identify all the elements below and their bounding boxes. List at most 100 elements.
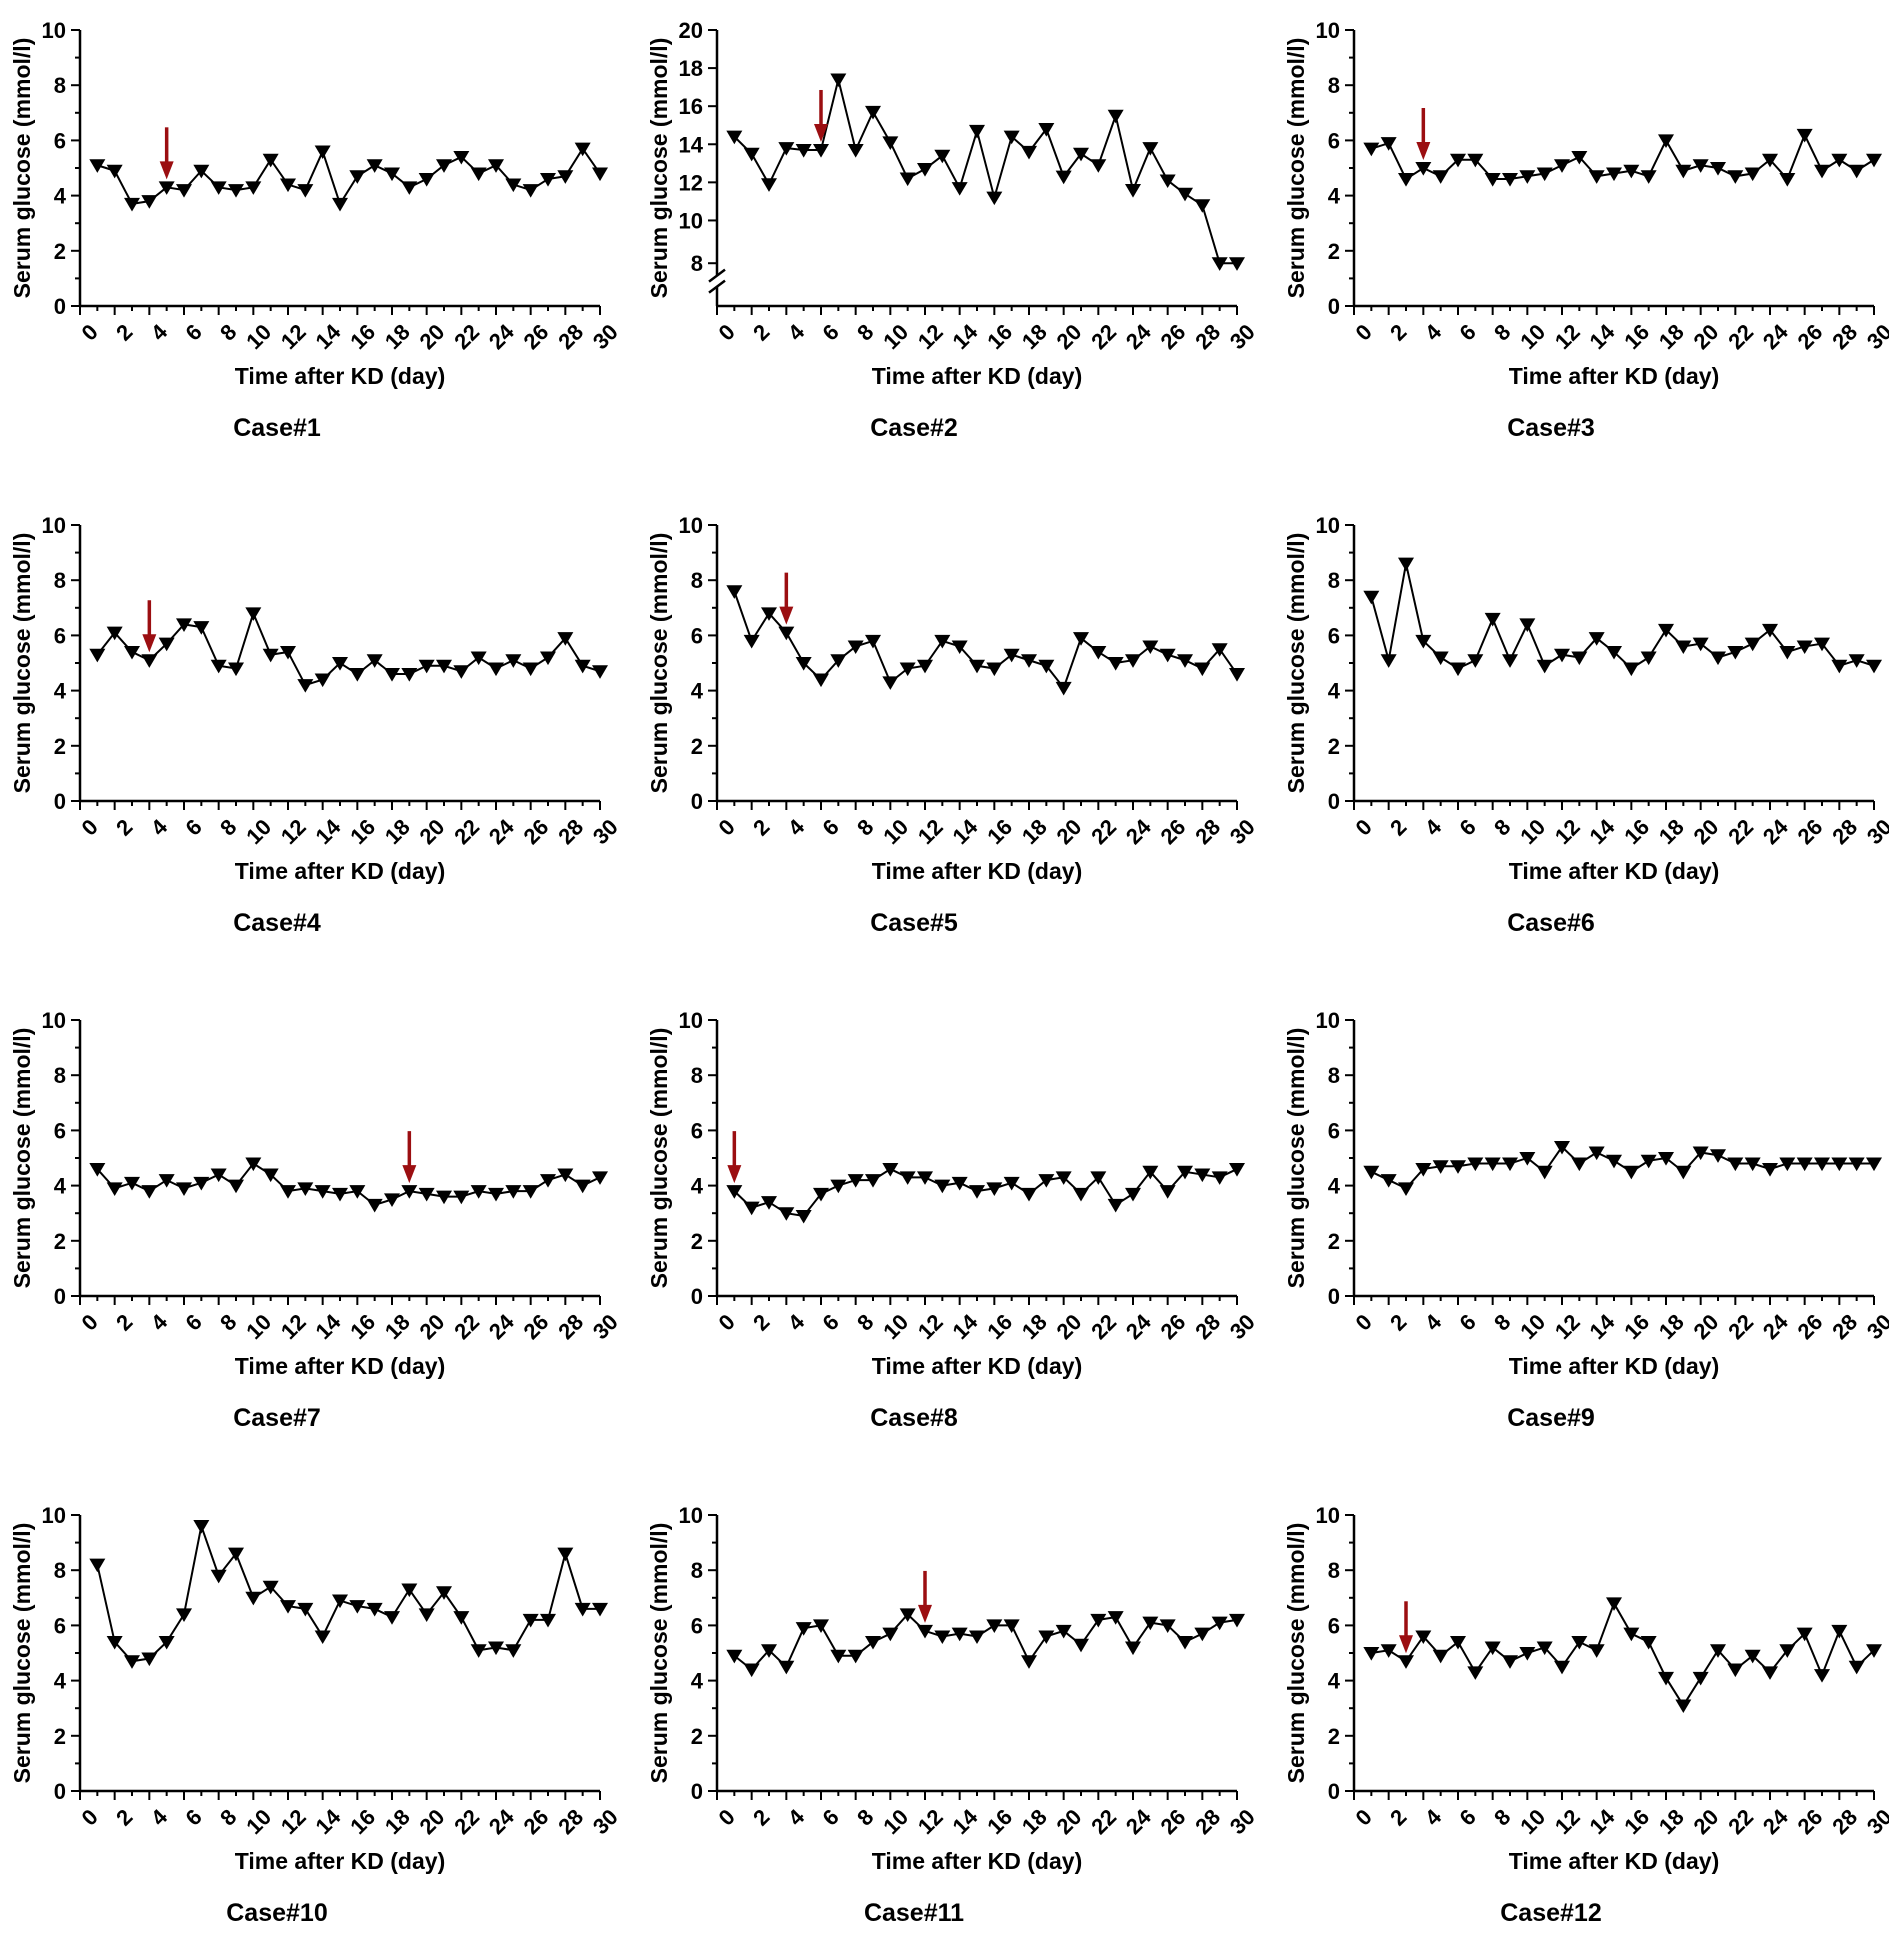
x-tick-label: 20 [1689,319,1724,354]
event-arrow-head [727,1165,742,1184]
data-point [1727,1663,1744,1678]
data-point [1484,173,1501,187]
x-tick-label: 30 [1862,1309,1889,1344]
y-tick-label: 0 [54,1284,66,1309]
data-point [262,1168,279,1183]
data-point [1125,183,1141,198]
data-point [1415,1630,1432,1645]
series-line [733,79,1237,265]
data-point [1554,648,1570,663]
data-point [366,1602,383,1617]
data-point [332,657,348,671]
x-tick-label: 18 [1654,319,1689,354]
data-point [418,1187,435,1202]
y-axis-label: Serum glucose (mmol/l) [9,1028,35,1289]
data-point [522,1185,539,1199]
data-point [540,173,556,187]
x-tick-label: 26 [1793,1804,1828,1839]
data-point [847,1649,864,1664]
x-tick-label: 20 [1689,814,1724,849]
data-point [557,1168,574,1183]
x-tick-label: 4 [1420,814,1447,841]
data-point [1536,1641,1553,1656]
y-tick-label: 0 [691,1284,703,1309]
data-point [470,651,487,666]
data-point [280,1185,296,1199]
x-tick-label: 6 [1455,1309,1481,1335]
y-tick-label: 4 [54,1174,67,1199]
data-point [89,159,106,173]
data-point [436,659,452,674]
data-point [726,585,743,599]
data-point [830,73,847,88]
case-title: Case#12 [1500,1899,1601,1927]
data-point [280,178,296,193]
data-point [1502,654,1518,668]
data-point [1159,1185,1176,1199]
x-axis-label: Time after KD (day) [872,1353,1082,1379]
case-title: Case#6 [1507,909,1595,937]
x-tick-label: 16 [345,1804,380,1839]
y-tick-label: 8 [1328,1063,1340,1088]
data-point [1229,1613,1245,1628]
data-point [332,1187,348,1202]
x-axis-label: Time after KD (day) [235,858,445,884]
y-tick-label: 6 [54,623,66,648]
data-point [280,645,296,660]
data-point [1398,1655,1414,1669]
x-tick-label: 14 [948,1804,984,1840]
data-point [436,1586,452,1600]
y-tick-label: 2 [691,1724,703,1749]
data-point [1692,1671,1709,1686]
data-point [245,607,262,621]
data-point [176,1608,192,1622]
x-tick-label: 12 [913,1804,948,1839]
data-point [1658,1152,1674,1166]
data-point [1229,257,1245,271]
data-point [1177,654,1193,668]
x-tick-label: 30 [1225,814,1260,849]
data-point [210,1168,227,1183]
data-point [314,673,331,688]
x-tick-label: 0 [714,1309,740,1335]
x-tick-label: 18 [1017,319,1052,354]
x-tick-label: 20 [1052,319,1087,354]
x-tick-label: 24 [1121,1804,1157,1840]
x-tick-label: 10 [1515,814,1550,849]
x-tick-label: 22 [1086,1309,1121,1344]
data-point [986,191,1003,206]
data-point [592,167,608,182]
data-point [1744,1157,1761,1172]
x-tick-label: 4 [783,1309,810,1336]
data-point [795,657,812,671]
x-tick-label: 14 [948,319,984,355]
data-point [297,679,314,693]
data-point [540,1613,556,1628]
data-point [1450,1635,1466,1650]
data-point [210,659,227,674]
data-point [1623,164,1640,179]
data-point [366,1198,383,1213]
x-tick-label: 28 [1827,1309,1862,1344]
data-point [1692,159,1709,173]
data-point [592,1171,608,1185]
data-point [1606,1597,1622,1611]
data-point [1554,1660,1570,1675]
data-point [1432,651,1449,666]
x-tick-label: 12 [913,1309,948,1344]
data-point [488,1187,504,1202]
x-tick-label: 20 [1689,1309,1724,1344]
data-point [1380,654,1397,668]
data-point [969,1185,985,1199]
data-point [488,159,504,173]
x-tick-label: 18 [1654,1804,1689,1839]
x-tick-label: 22 [1723,1804,1758,1839]
data-point [314,145,331,160]
x-tick-label: 22 [1086,1804,1121,1839]
y-tick-label: 6 [691,1118,703,1143]
x-tick-label: 26 [1156,1309,1191,1344]
x-tick-label: 0 [77,319,103,345]
x-tick-label: 28 [1190,1804,1225,1839]
data-point [384,668,400,682]
